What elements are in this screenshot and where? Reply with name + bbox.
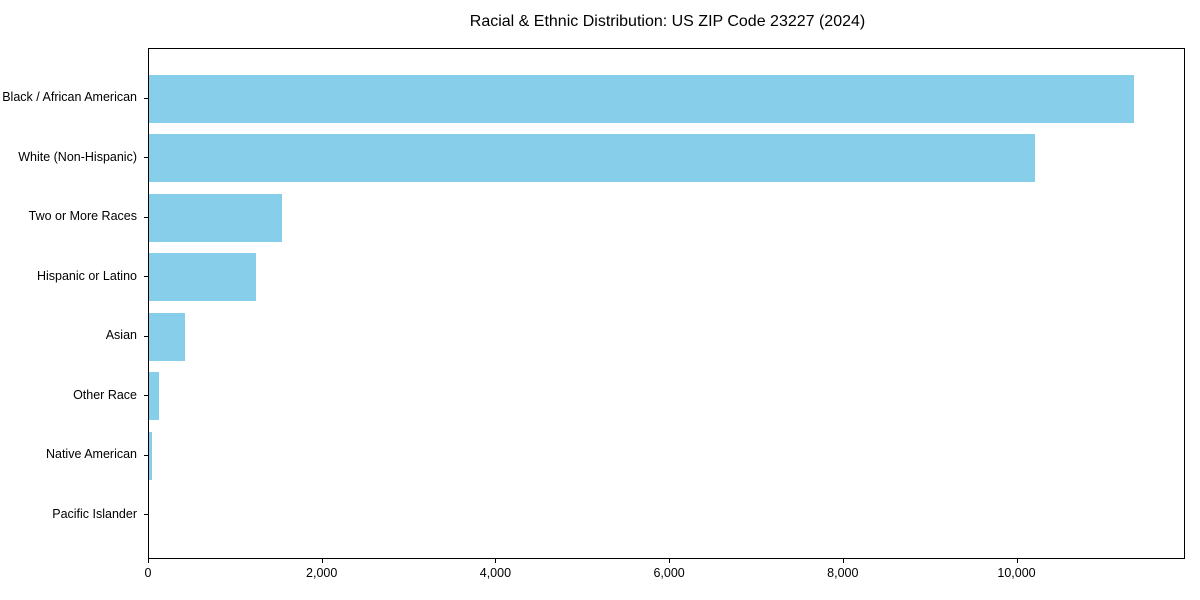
x-axis-tick — [842, 559, 844, 563]
y-axis-tick — [144, 97, 148, 99]
x-axis-tick-label: 8,000 — [827, 566, 859, 580]
y-axis-tick — [144, 514, 148, 515]
y-axis-label-black-african-american: Black / African American — [2, 90, 137, 104]
y-axis-tick — [144, 395, 148, 396]
chart-title: Racial & Ethnic Distribution: US ZIP Cod… — [469, 13, 866, 30]
bar-hispanic-or-latino — [149, 253, 256, 301]
y-axis-label-pacific-islander: Pacific Islander — [52, 506, 137, 521]
x-axis-tick — [1016, 559, 1018, 563]
x-axis-tick-label: 2,000 — [306, 566, 338, 580]
y-axis-tick — [144, 216, 148, 218]
x-axis-tick — [321, 559, 323, 563]
bar-black-african-american — [149, 74, 1134, 123]
y-axis-label-native-american: Native American — [45, 447, 137, 461]
x-axis-tick-label: 4,000 — [479, 566, 512, 580]
y-axis-tick — [144, 335, 148, 337]
y-axis-label-asian: Asian — [105, 328, 137, 342]
x-axis-tick — [495, 559, 497, 563]
x-axis-tick-label: 6,000 — [653, 566, 685, 580]
bar-asian — [149, 312, 186, 361]
bar-other-race — [149, 372, 159, 420]
plot-area — [148, 48, 1185, 559]
x-axis-tick-label: 10,000 — [997, 566, 1036, 580]
bar-white-non-hispanic — [149, 134, 1035, 182]
y-axis-tick — [144, 454, 148, 456]
y-axis-label-two-or-more-races: Two or More Races — [28, 209, 137, 223]
y-axis-tick — [144, 157, 148, 158]
y-axis-label-hispanic-or-latino: Hispanic or Latino — [36, 268, 137, 283]
y-axis-tick — [144, 276, 148, 277]
y-axis-label-other-race: Other Race — [73, 387, 137, 402]
x-axis-tick — [669, 559, 671, 563]
y-axis-label-white-non-hispanic: White (Non-Hispanic) — [18, 149, 137, 164]
x-axis-tick-label: 0 — [144, 566, 152, 580]
x-axis-tick — [148, 559, 149, 563]
bar-two-or-more-races — [149, 193, 282, 242]
bar-native-american — [149, 431, 152, 480]
